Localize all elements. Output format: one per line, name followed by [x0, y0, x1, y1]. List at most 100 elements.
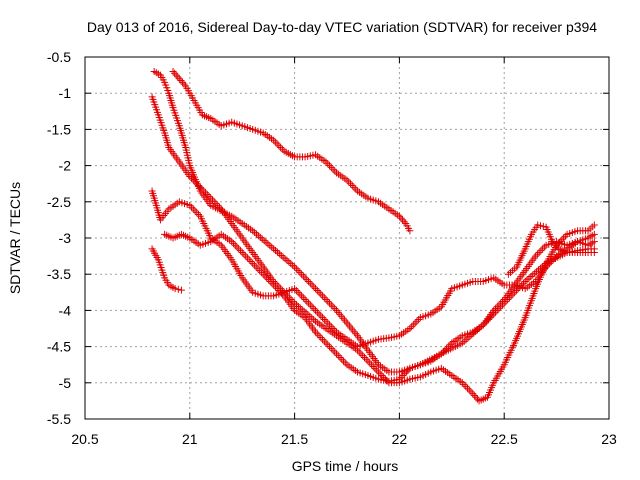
data-point-marker [270, 136, 278, 144]
data-point-marker [470, 391, 478, 399]
data-point-marker [590, 238, 598, 246]
data-point-marker [341, 359, 349, 367]
data-point-marker [319, 314, 327, 322]
data-point-marker [334, 352, 342, 360]
data-point-marker [315, 288, 323, 296]
data-point-marker [498, 297, 506, 305]
axis-ticks [84, 56, 610, 420]
data-point-marker [401, 370, 409, 378]
data-point-marker [347, 324, 355, 332]
data-point-marker [324, 319, 332, 327]
data-point-marker [177, 77, 185, 85]
data-point-marker [397, 214, 405, 222]
data-point-marker [278, 290, 286, 298]
data-point-marker [344, 320, 352, 328]
data-point-marker [542, 263, 550, 271]
data-point-marker [320, 315, 328, 323]
y-tick-label: -1.5 [47, 121, 71, 137]
data-point-marker [349, 326, 357, 334]
data-point-marker [336, 353, 344, 361]
data-points [148, 67, 598, 405]
data-point-marker [590, 248, 598, 256]
data-point-marker [326, 321, 334, 329]
data-point-marker [352, 330, 360, 338]
data-point-marker [345, 178, 353, 186]
data-point-marker [465, 386, 473, 394]
chart-title: Day 013 of 2016, Sidereal Day-to-day VTE… [87, 19, 597, 35]
data-point-marker [329, 303, 337, 311]
data-point-marker [441, 346, 449, 354]
data-point-marker [497, 299, 505, 307]
data-point-marker [337, 312, 345, 320]
data-point-marker [539, 245, 547, 253]
data-point-marker [348, 182, 356, 190]
data-point-marker [189, 205, 197, 213]
data-point-marker [300, 307, 308, 315]
x-tick-label: 22.5 [491, 431, 518, 447]
data-point-marker [299, 272, 307, 280]
y-tick-label: -5.5 [47, 411, 71, 427]
data-point-marker [338, 355, 346, 363]
data-point-marker [298, 292, 306, 300]
data-point-marker [535, 248, 543, 256]
data-point-marker [326, 162, 334, 170]
data-point-marker [546, 259, 554, 267]
data-point-marker [533, 250, 541, 258]
data-point-marker [561, 232, 569, 240]
data-point-marker [544, 261, 552, 269]
data-point-marker [169, 67, 177, 75]
data-point-marker [511, 288, 519, 296]
data-point-marker [312, 328, 320, 336]
data-point-marker [285, 258, 293, 266]
data-point-marker [250, 261, 258, 269]
data-point-marker [413, 317, 421, 325]
data-point-marker [339, 314, 347, 322]
data-point-marker [306, 312, 314, 320]
data-point-marker [287, 260, 295, 268]
data-point-marker [341, 316, 349, 324]
data-point-marker [320, 337, 328, 345]
data-point-marker [491, 305, 499, 313]
data-point-marker [294, 267, 302, 275]
x-tick-label: 22 [392, 431, 408, 447]
data-point-marker [364, 357, 372, 365]
data-point-marker [397, 373, 405, 381]
data-point-marker [252, 230, 260, 238]
data-point-marker [362, 355, 370, 363]
data-point-marker [277, 288, 285, 296]
data-point-marker [308, 303, 316, 311]
data-point-marker [262, 238, 270, 246]
y-tick-label: -3 [59, 230, 72, 246]
data-point-marker [532, 252, 540, 260]
data-point-marker [249, 259, 257, 267]
data-point-marker [324, 297, 332, 305]
data-point-marker [350, 183, 358, 191]
data-point-marker [191, 178, 199, 186]
data-point-marker [186, 172, 194, 180]
data-point-marker [273, 285, 281, 293]
data-point-marker [322, 158, 330, 166]
data-point-marker [408, 323, 416, 331]
data-point-marker [305, 277, 313, 285]
data-point-marker [258, 235, 266, 243]
data-point-marker [322, 317, 330, 325]
data-point-marker [299, 294, 307, 302]
data-point-marker [329, 165, 337, 173]
data-point-marker [336, 310, 344, 318]
data-point-marker [326, 343, 334, 351]
y-tick-label: -4.5 [47, 339, 71, 355]
data-point-marker [231, 241, 239, 249]
data-point-marker [331, 326, 339, 334]
data-point-marker [306, 279, 314, 287]
data-point-marker [294, 288, 302, 296]
data-point-marker [252, 263, 260, 271]
data-point-marker [292, 265, 300, 273]
data-point-marker [460, 381, 468, 389]
data-point-marker [324, 160, 332, 168]
data-point-marker [527, 273, 535, 281]
y-tick-label: -2.5 [47, 194, 71, 210]
data-point-marker [317, 312, 325, 320]
data-point-marker [560, 234, 568, 242]
data-point-marker [367, 361, 375, 369]
data-point-marker [378, 372, 386, 380]
